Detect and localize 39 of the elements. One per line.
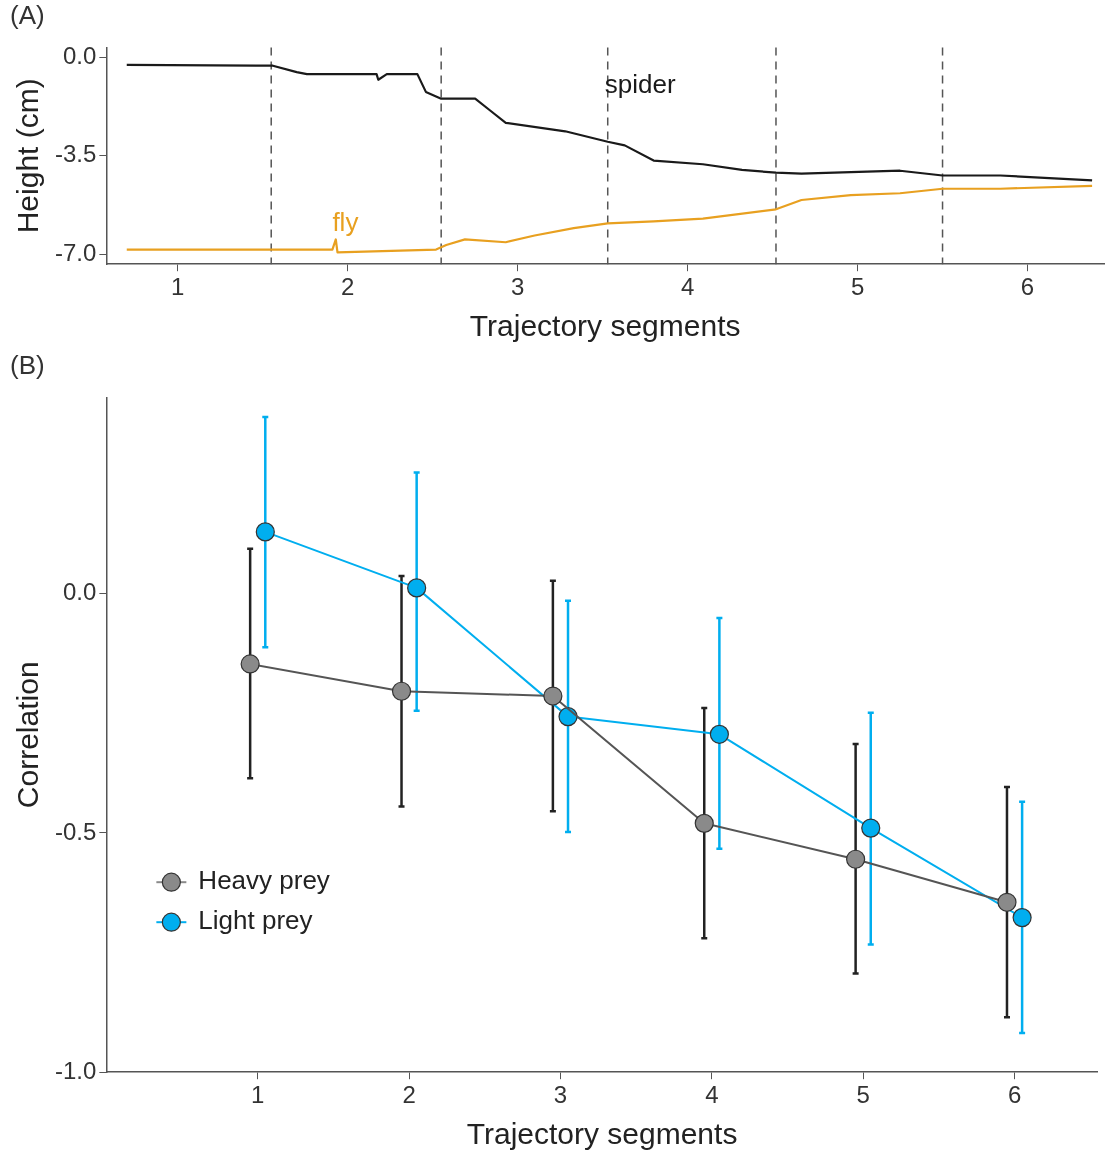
point — [1012, 908, 1032, 928]
x-tick-label: 2 — [341, 273, 355, 301]
x-tick-label: 4 — [705, 1081, 719, 1109]
y-tick-label: 0.0 — [62, 578, 97, 606]
point — [407, 578, 427, 598]
x-tick-label: 5 — [856, 1081, 870, 1109]
x-tick-label: 6 — [1007, 1081, 1022, 1109]
y-axis-title: Height (cm) — [11, 78, 45, 234]
y-tick-label: -1.0 — [55, 1056, 97, 1084]
point — [846, 849, 866, 869]
series-label: spider — [604, 68, 676, 99]
point — [240, 654, 260, 674]
x-tick-label: 6 — [1020, 273, 1035, 301]
x-tick-label: 5 — [850, 273, 865, 301]
legend-label: Heavy prey — [198, 865, 330, 896]
x-tick-label: 3 — [553, 1081, 568, 1109]
point — [391, 681, 412, 701]
x-tick-label: 2 — [402, 1081, 416, 1109]
text: (B) — [9, 350, 46, 380]
text: (A) — [9, 0, 46, 30]
y-axis-title: Correlation — [11, 661, 45, 809]
x-tick-label: 4 — [680, 273, 695, 301]
point — [543, 686, 563, 706]
y-tick-label: 0.0 — [62, 41, 97, 69]
x-axis-title: Trajectory segments — [466, 1117, 738, 1151]
y-tick-label: -3.5 — [55, 140, 97, 168]
series-label: fly — [332, 206, 359, 237]
x-tick-label: 1 — [251, 1081, 265, 1109]
point — [997, 892, 1017, 912]
x-axis-title: Trajectory segments — [469, 309, 741, 343]
y-tick-label: -0.5 — [55, 817, 97, 845]
y-tick-label: -7.0 — [55, 238, 97, 266]
point — [861, 818, 881, 838]
point — [694, 813, 714, 833]
point — [255, 522, 275, 542]
point — [709, 724, 729, 744]
x-tick-label: 3 — [510, 273, 525, 301]
legend-label: Light prey — [198, 905, 313, 936]
x-tick-label: 1 — [171, 273, 185, 301]
